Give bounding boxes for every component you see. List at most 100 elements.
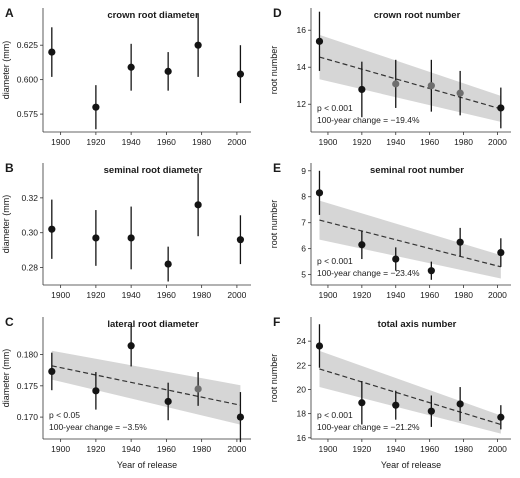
x-tick-label: 1940	[122, 444, 141, 454]
y-axis-title: diameter (mm)	[1, 41, 11, 100]
panel-letter: D	[273, 6, 282, 20]
data-point	[194, 385, 202, 393]
y-tick-label: 16	[297, 25, 307, 35]
x-tick-label: 1980	[192, 444, 211, 454]
trend-line	[51, 365, 241, 406]
y-axis-title: root number	[269, 200, 279, 249]
data-point	[427, 407, 435, 415]
data-point	[48, 225, 56, 233]
panel-title: crown root diameter	[107, 10, 199, 21]
y-tick-label: 6	[301, 244, 306, 254]
data-point	[497, 104, 505, 112]
x-tick-label: 1900	[318, 444, 337, 454]
data-point	[164, 260, 172, 268]
data-point	[497, 248, 505, 257]
data-point	[164, 397, 172, 406]
change-text: 100-year change = −19.4%	[317, 115, 420, 125]
panel-letter: C	[5, 315, 14, 329]
data-point	[236, 70, 245, 78]
change-text: 100-year change = −21.2%	[317, 422, 420, 432]
x-tick-label: 1920	[352, 290, 371, 300]
data-point	[358, 399, 366, 407]
x-tick-label: 1980	[192, 137, 211, 147]
x-tick-label: 2000	[227, 290, 246, 300]
x-axis-title: Year of release	[381, 460, 441, 470]
y-tick-label: 14	[297, 62, 307, 72]
x-tick-label: 1960	[157, 137, 176, 147]
x-tick-label: 1920	[86, 137, 105, 147]
y-tick-label: 0.180	[17, 350, 39, 360]
y-tick-label: 0.28	[21, 263, 38, 273]
data-point	[315, 37, 324, 45]
panel-title: total axis number	[378, 319, 457, 330]
panel-letter: A	[5, 6, 14, 20]
y-tick-label: 0.30	[21, 228, 38, 238]
x-tick-label: 1960	[157, 290, 176, 300]
data-point	[315, 342, 324, 350]
trend-line	[319, 219, 501, 268]
data-point	[164, 67, 172, 75]
data-point	[194, 201, 202, 209]
x-tick-label: 1920	[352, 444, 371, 454]
panel-letter: F	[273, 315, 280, 329]
y-tick-label: 22	[297, 360, 307, 370]
x-tick-label: 1920	[352, 137, 371, 147]
data-point	[392, 401, 400, 409]
data-point	[358, 85, 366, 94]
p-value-text: p < 0.001	[317, 103, 353, 113]
panel-letter: B	[5, 161, 14, 175]
x-tick-label: 1920	[86, 444, 105, 454]
panel-title: seminal root number	[370, 165, 464, 176]
x-tick-label: 2000	[488, 444, 507, 454]
y-tick-label: 16	[297, 433, 307, 443]
panel-title: lateral root diameter	[107, 319, 199, 330]
x-tick-label: 1900	[51, 290, 70, 300]
y-tick-label: 12	[297, 99, 307, 109]
data-point	[358, 241, 366, 249]
x-tick-label: 1900	[51, 444, 70, 454]
confidence-band	[51, 350, 241, 425]
y-tick-label: 8	[301, 192, 306, 202]
data-point	[92, 387, 100, 395]
data-point	[456, 238, 464, 246]
x-tick-label: 1960	[420, 290, 439, 300]
y-tick-label: 0.170	[17, 412, 39, 422]
data-point	[92, 103, 100, 111]
change-text: 100-year change = −23.4%	[317, 268, 420, 278]
x-tick-label: 1980	[192, 290, 211, 300]
x-tick-label: 1920	[86, 290, 105, 300]
x-tick-label: 1960	[420, 137, 439, 147]
x-axis-title: Year of release	[117, 460, 177, 470]
data-point	[127, 234, 135, 242]
data-point	[48, 48, 56, 56]
y-axis-title: root number	[269, 354, 279, 403]
x-tick-label: 1900	[318, 290, 337, 300]
x-tick-label: 1940	[122, 137, 141, 147]
data-point	[48, 367, 56, 376]
y-tick-label: 0.175	[17, 381, 39, 391]
data-point	[92, 234, 100, 242]
y-tick-label: 0.625	[17, 40, 39, 50]
data-point	[236, 413, 245, 421]
y-tick-label: 7	[301, 218, 306, 228]
y-tick-label: 9	[301, 166, 306, 176]
y-tick-label: 18	[297, 409, 307, 419]
x-tick-label: 1940	[386, 444, 405, 454]
data-point	[315, 189, 324, 197]
x-tick-label: 1980	[454, 137, 473, 147]
data-point	[392, 80, 400, 88]
y-tick-label: 24	[297, 336, 307, 346]
p-value-text: p < 0.05	[49, 410, 80, 420]
p-value-text: p < 0.001	[317, 256, 353, 266]
y-axis-title: diameter (mm)	[1, 349, 11, 408]
y-axis-title: diameter (mm)	[1, 195, 11, 254]
confidence-band	[319, 200, 501, 279]
y-tick-label: 0.32	[21, 193, 38, 203]
data-point	[427, 82, 435, 90]
p-value-text: p < 0.001	[317, 410, 353, 420]
